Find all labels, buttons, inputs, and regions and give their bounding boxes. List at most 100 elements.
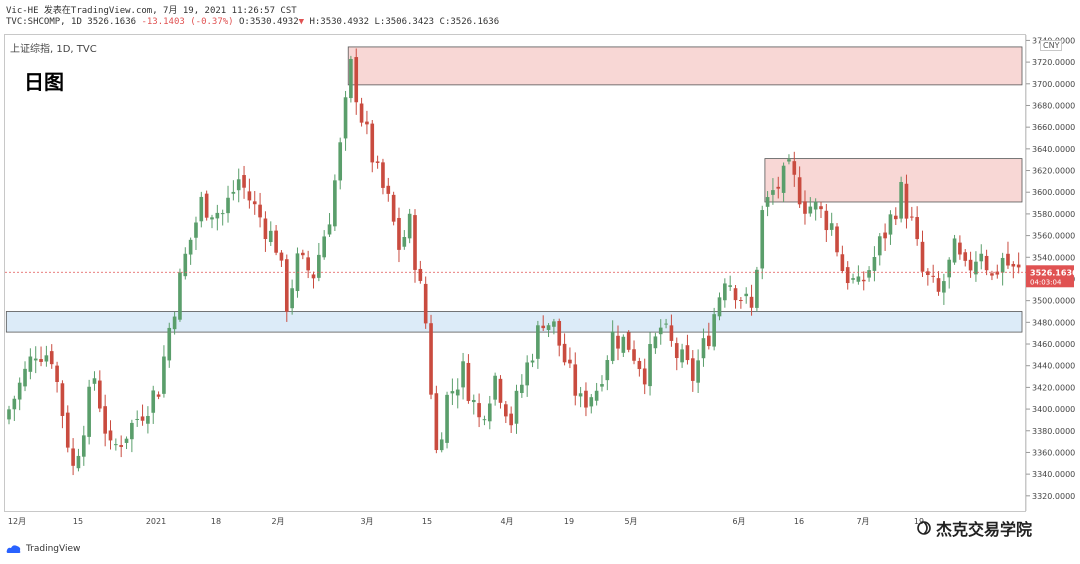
candle-body[interactable] xyxy=(1006,253,1010,266)
candle-body[interactable] xyxy=(76,455,81,469)
candle-body[interactable] xyxy=(135,418,140,420)
candle-body[interactable] xyxy=(252,201,257,205)
candle-body[interactable] xyxy=(669,325,674,341)
candle-body[interactable] xyxy=(55,365,59,382)
candle-body[interactable] xyxy=(680,349,684,363)
candle-body[interactable] xyxy=(942,281,946,293)
candle-body[interactable] xyxy=(995,271,1000,275)
candle-body[interactable] xyxy=(300,252,305,256)
candle-body[interactable] xyxy=(845,267,850,284)
candle-body[interactable] xyxy=(215,212,220,219)
candle-body[interactable] xyxy=(990,273,994,276)
candle-body[interactable] xyxy=(605,360,610,381)
candle-body[interactable] xyxy=(584,390,588,408)
candle-body[interactable] xyxy=(861,279,866,282)
candle-body[interactable] xyxy=(963,252,968,261)
candle-body[interactable] xyxy=(648,344,652,387)
candle-body[interactable] xyxy=(835,226,839,253)
candle-body[interactable] xyxy=(44,355,49,362)
candle-body[interactable] xyxy=(23,368,27,387)
candle-body[interactable] xyxy=(610,331,615,361)
candle-body[interactable] xyxy=(423,283,428,324)
candle-body[interactable] xyxy=(568,359,572,364)
candle-body[interactable] xyxy=(573,364,578,396)
candle-body[interactable] xyxy=(402,237,407,247)
candle-body[interactable] xyxy=(204,193,209,218)
candle-body[interactable] xyxy=(642,368,647,385)
candle-body[interactable] xyxy=(888,214,893,235)
candle-body[interactable] xyxy=(365,121,369,125)
candle-body[interactable] xyxy=(397,217,401,250)
candle-body[interactable] xyxy=(445,394,449,443)
candle-body[interactable] xyxy=(450,391,455,394)
candle-body[interactable] xyxy=(792,161,797,175)
candle-body[interactable] xyxy=(819,206,823,210)
candle-body[interactable] xyxy=(674,343,679,359)
candle-body[interactable] xyxy=(386,185,391,194)
candle-body[interactable] xyxy=(284,259,289,312)
demand-zone[interactable] xyxy=(5,311,1023,333)
candle-body[interactable] xyxy=(7,409,11,420)
candle-body[interactable] xyxy=(883,232,887,239)
candle-body[interactable] xyxy=(108,430,113,441)
candle-body[interactable] xyxy=(178,272,182,320)
candle-body[interactable] xyxy=(781,165,786,193)
candle-body[interactable] xyxy=(87,386,91,437)
candle-body[interactable] xyxy=(765,197,770,207)
candle-body[interactable] xyxy=(851,278,855,280)
candle-body[interactable] xyxy=(12,398,17,410)
candle-body[interactable] xyxy=(146,415,150,424)
candle-body[interactable] xyxy=(632,349,636,361)
candle-body[interactable] xyxy=(936,278,941,292)
candle-body[interactable] xyxy=(546,325,551,330)
candle-body[interactable] xyxy=(439,439,444,451)
candle-body[interactable] xyxy=(220,213,225,215)
candle-body[interactable] xyxy=(915,217,919,240)
candle-body[interactable] xyxy=(381,162,385,188)
candle-body[interactable] xyxy=(926,271,930,276)
candle-body[interactable] xyxy=(717,297,722,317)
candle-body[interactable] xyxy=(65,412,70,448)
candle-body[interactable] xyxy=(744,293,749,297)
candle-body[interactable] xyxy=(664,323,668,325)
candle-body[interactable] xyxy=(391,194,396,222)
candle-body[interactable] xyxy=(290,288,294,309)
candle-body[interactable] xyxy=(322,236,327,258)
candle-body[interactable] xyxy=(263,218,268,240)
candle-body[interactable] xyxy=(1000,257,1005,273)
candle-body[interactable] xyxy=(749,296,754,308)
candle-body[interactable] xyxy=(600,384,604,387)
candle-body[interactable] xyxy=(706,335,711,347)
candle-body[interactable] xyxy=(557,320,562,346)
candle-body[interactable] xyxy=(130,422,134,440)
candle-body[interactable] xyxy=(696,360,700,383)
candle-body[interactable] xyxy=(525,362,530,386)
candle-body[interactable] xyxy=(482,419,487,421)
candle-body[interactable] xyxy=(338,142,343,181)
candle-body[interactable] xyxy=(119,445,124,447)
candle-body[interactable] xyxy=(156,394,161,397)
candle-body[interactable] xyxy=(124,438,129,443)
supply-zone[interactable] xyxy=(347,46,1023,86)
candle-body[interactable] xyxy=(429,323,433,395)
candle-body[interactable] xyxy=(797,177,802,205)
candle-body[interactable] xyxy=(477,403,481,418)
candle-body[interactable] xyxy=(306,257,310,271)
candle-body[interactable] xyxy=(81,435,86,457)
candle-body[interactable] xyxy=(552,321,556,327)
candle-body[interactable] xyxy=(49,351,54,365)
candle-body[interactable] xyxy=(562,343,567,363)
candle-body[interactable] xyxy=(455,389,460,396)
supply-zone[interactable] xyxy=(764,158,1023,203)
candle-body[interactable] xyxy=(637,360,642,370)
candle-body[interactable] xyxy=(685,345,690,361)
candle-body[interactable] xyxy=(39,359,43,362)
candle-body[interactable] xyxy=(653,336,658,349)
candle-body[interactable] xyxy=(231,191,236,194)
candle-body[interactable] xyxy=(226,197,230,214)
candle-body[interactable] xyxy=(434,393,439,451)
candle-body[interactable] xyxy=(530,360,535,363)
candle-body[interactable] xyxy=(589,397,594,407)
candle-body[interactable] xyxy=(690,358,695,381)
